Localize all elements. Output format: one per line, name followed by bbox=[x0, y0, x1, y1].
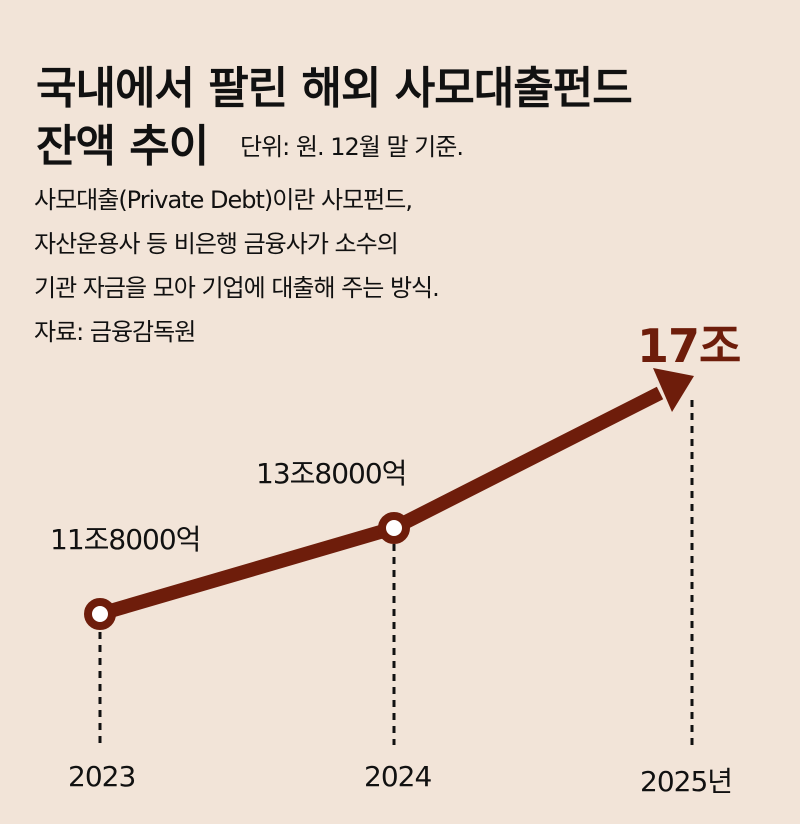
x-tick-2025: 2025년 bbox=[640, 765, 733, 798]
chart-title-line2: 잔액 추이 bbox=[36, 121, 209, 172]
description-line: 기관 자금을 모아 기업에 대출해 주는 방식. bbox=[34, 274, 440, 302]
source-note: 자료: 금융감독원 bbox=[34, 318, 196, 346]
description: 사모대출(Private Debt)이란 사모펀드, 자산운용사 등 비은행 금… bbox=[34, 178, 440, 354]
value-label-2023: 11조8000억 bbox=[50, 523, 201, 556]
point-2023 bbox=[84, 598, 116, 630]
value-label-2024: 13조8000억 bbox=[256, 457, 407, 490]
description-line: 자산운용사 등 비은행 금융사가 소수의 bbox=[34, 230, 399, 258]
unit-note: 단위: 원. 12월 말 기준. bbox=[240, 133, 464, 161]
trend-line bbox=[98, 386, 664, 621]
arrow-head-icon bbox=[653, 368, 694, 412]
chart-title-line1: 국내에서 팔린 해외 사모대출펀드 bbox=[36, 63, 633, 114]
value-label-2025: 17조 bbox=[637, 319, 741, 373]
point-2024 bbox=[378, 512, 410, 544]
x-tick-2024: 2024 bbox=[364, 760, 432, 793]
x-tick-2023: 2023 bbox=[68, 760, 136, 793]
description-line: 사모대출(Private Debt)이란 사모펀드, bbox=[34, 186, 413, 214]
